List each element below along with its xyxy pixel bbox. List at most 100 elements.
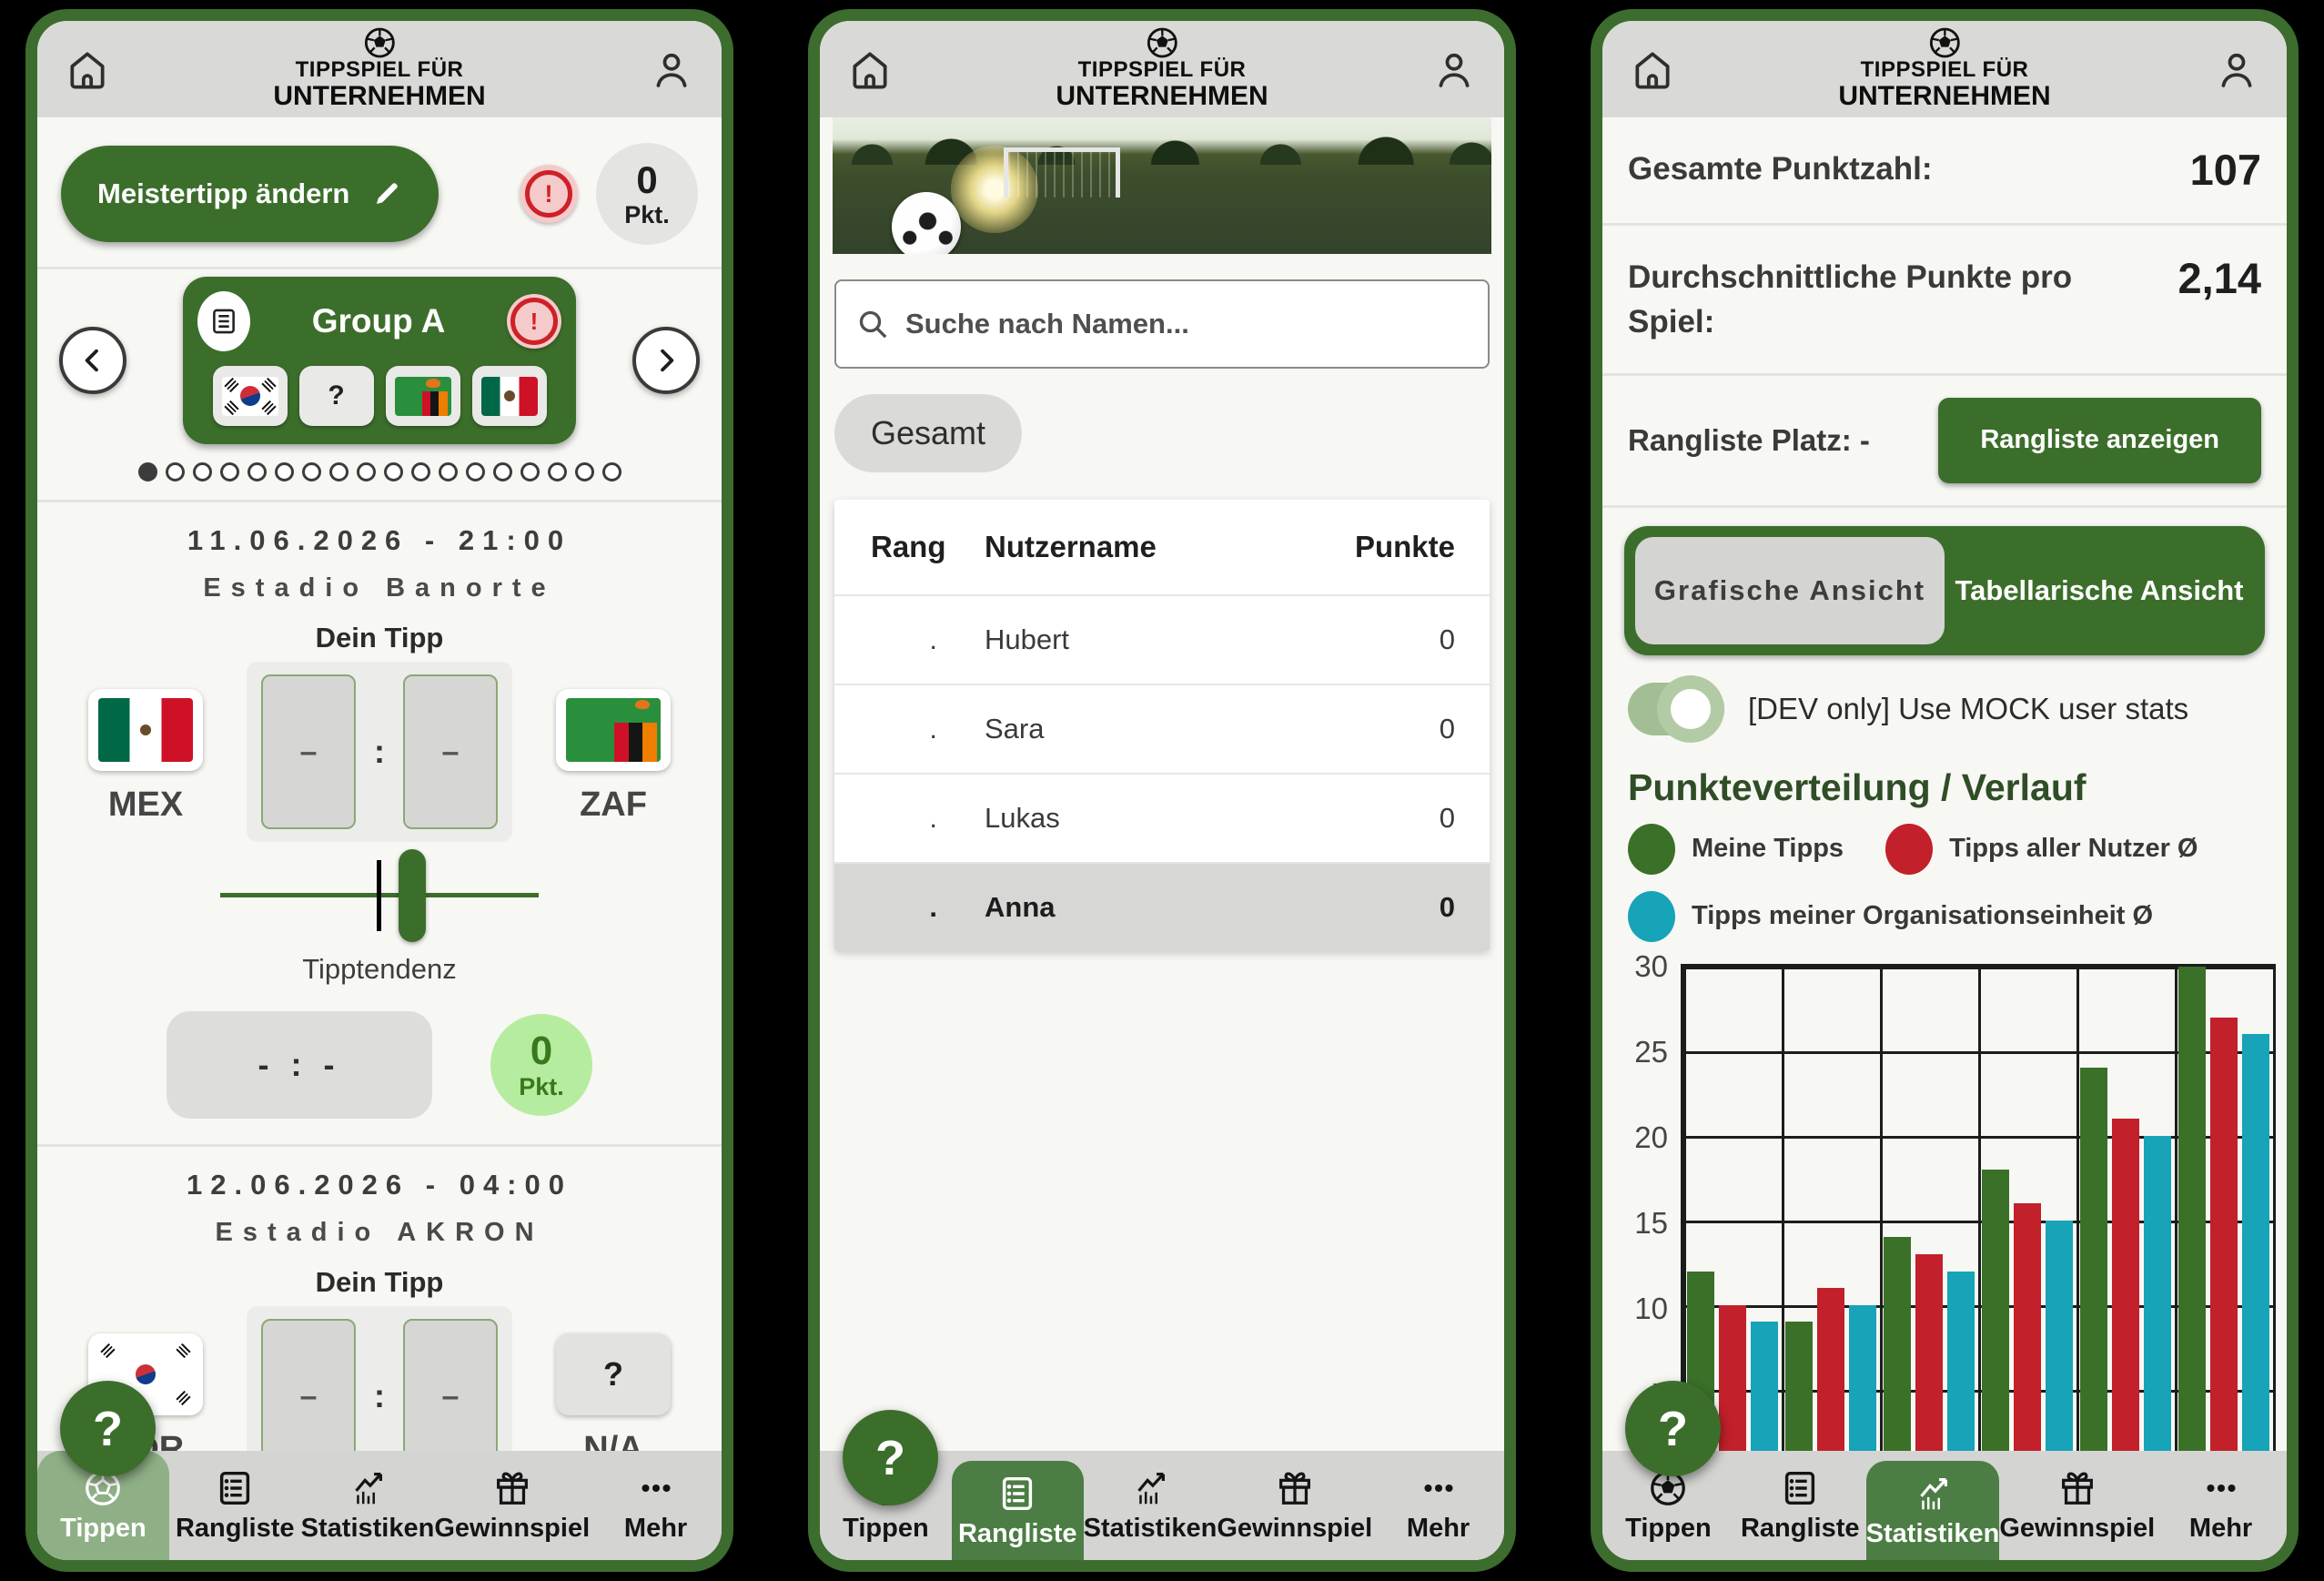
profile-icon[interactable]	[1431, 46, 1477, 92]
tab-graphic-view[interactable]: Grafische Ansicht	[1635, 536, 1945, 644]
carousel-prev-button[interactable]	[59, 327, 126, 394]
nav-tab-gewinnspiel[interactable]: Gewinnspiel	[434, 1451, 590, 1560]
table-row-selected[interactable]: . Anna 0	[834, 862, 1490, 951]
home-icon[interactable]	[1630, 46, 1675, 92]
legend-alle-nutzer: Tipps aller Nutzer Ø	[1885, 823, 2198, 875]
divider	[37, 267, 722, 269]
bar-meine-tipps	[1982, 1169, 2009, 1451]
nav-tab-statistiken[interactable]: Statistiken	[300, 1451, 435, 1560]
logo-text-line1: TIPPSPIEL FÜR	[295, 57, 464, 82]
stat-label: Durchschnittliche Punkte pro Spiel:	[1628, 258, 2073, 340]
carousel-dot[interactable]	[137, 462, 157, 481]
cell-username: Lukas	[985, 802, 1060, 834]
group-card[interactable]: Group A ! ?	[183, 277, 576, 444]
away-score-input[interactable]: –	[403, 1319, 498, 1451]
show-ranking-button[interactable]: Rangliste anzeigen	[1938, 397, 2261, 483]
cell-username: Hubert	[985, 623, 1070, 655]
goal-net	[1004, 147, 1121, 198]
chart-group-final: Final	[2175, 966, 2273, 1451]
away-score-input[interactable]: –	[403, 674, 498, 829]
carousel-dot[interactable]	[219, 462, 239, 481]
nav-tab-mehr[interactable]: Mehr	[590, 1451, 722, 1560]
bar-alle-nutzer	[2014, 1203, 2041, 1451]
pencil-icon	[377, 183, 399, 205]
nav-tab-statistiken[interactable]: Statistiken	[1084, 1451, 1217, 1560]
your-tip-label: Dein Tipp	[315, 622, 444, 654]
nav-tab-gewinnspiel[interactable]: Gewinnspiel	[1999, 1451, 2155, 1560]
slider-handle[interactable]	[399, 849, 426, 942]
nav-label: Statistiken	[1865, 1518, 2000, 1548]
nav-tab-rangliste[interactable]: Rangliste	[951, 1461, 1084, 1560]
profile-icon[interactable]	[2214, 46, 2259, 92]
home-score-input[interactable]: –	[261, 674, 356, 829]
nav-label: Rangliste	[1740, 1514, 1860, 1543]
home-icon[interactable]	[65, 46, 110, 92]
nav-label: Mehr	[1406, 1514, 1470, 1543]
carousel-dot[interactable]	[438, 462, 458, 481]
master-tip-label: Meistertipp ändern	[97, 177, 350, 209]
home-score-input[interactable]: –	[261, 1319, 356, 1451]
table-row[interactable]: . Lukas 0	[834, 773, 1490, 862]
master-tip-button[interactable]: Meistertipp ändern	[61, 146, 440, 242]
cell-points: 0	[1439, 713, 1455, 745]
away-team-code: N/A	[583, 1430, 643, 1451]
carousel-dot[interactable]	[547, 462, 567, 481]
stat-value: 107	[2189, 146, 2261, 194]
carousel-dot[interactable]	[247, 462, 267, 481]
away-flag-zaf	[556, 689, 671, 771]
filter-chip-gesamt[interactable]: Gesamt	[834, 394, 1023, 472]
group-list-icon[interactable]	[197, 291, 250, 351]
carousel-dot[interactable]	[465, 462, 485, 481]
carousel-dot[interactable]	[274, 462, 294, 481]
table-row[interactable]: . Hubert 0	[834, 594, 1490, 684]
home-icon[interactable]	[847, 46, 893, 92]
group-title: Group A	[311, 302, 446, 340]
mock-stats-toggle[interactable]	[1628, 674, 1724, 743]
divider	[1602, 372, 2287, 376]
carousel-dot[interactable]	[601, 462, 621, 481]
carousel-dot[interactable]	[492, 462, 512, 481]
help-button[interactable]: ?	[843, 1410, 938, 1505]
nav-tab-rangliste[interactable]: Rangliste	[1734, 1451, 1866, 1560]
table-row[interactable]: . Sara 0	[834, 684, 1490, 773]
team-flag-zaf[interactable]	[385, 366, 460, 426]
cell-rank: .	[929, 802, 937, 834]
carousel-dot[interactable]	[328, 462, 349, 481]
nav-tab-statistiken[interactable]: Statistiken	[1865, 1461, 2000, 1560]
search-input[interactable]	[834, 279, 1490, 369]
nav-tab-tippen[interactable]: Tippen	[1602, 1451, 1734, 1560]
tendency-slider	[220, 849, 539, 942]
carousel-next-button[interactable]	[632, 327, 700, 394]
carousel-dot[interactable]	[383, 462, 403, 481]
carousel-dot[interactable]	[356, 462, 376, 481]
bottom-navigation: Tippen Rangliste Statistiken Gewinnspiel…	[37, 1451, 722, 1560]
help-button[interactable]: ?	[60, 1381, 156, 1476]
dev-toggle-row: [DEV only] Use MOCK user stats	[1602, 655, 2287, 743]
nav-tab-mehr[interactable]: Mehr	[2155, 1451, 2287, 1560]
nav-tab-rangliste[interactable]: Rangliste	[169, 1451, 301, 1560]
nav-label: Statistiken	[300, 1514, 435, 1543]
nav-tab-gewinnspiel[interactable]: Gewinnspiel	[1217, 1451, 1372, 1560]
legend-organisationseinheit: Tipps meiner Organisationseinheit Ø	[1628, 890, 2153, 942]
tab-table-view[interactable]: Tabellarische Ansicht	[1955, 573, 2244, 606]
carousel-dot[interactable]	[574, 462, 594, 481]
app-logo: TIPPSPIEL FÜR UNTERNEHMEN	[273, 25, 486, 110]
match-points-unit: Pkt.	[519, 1072, 564, 1100]
help-button[interactable]: ?	[1625, 1381, 1721, 1476]
team-flag-kor[interactable]	[212, 366, 288, 426]
team-flag-unknown[interactable]: ?	[298, 366, 374, 426]
tippen-content: Meistertipp ändern ! 0 Pkt. Gr	[37, 117, 722, 1451]
app-logo: TIPPSPIEL FÜR UNTERNEHMEN	[1838, 25, 2051, 110]
nav-tab-mehr[interactable]: Mehr	[1372, 1451, 1504, 1560]
statistiken-content: Gesamte Punktzahl: 107 Durchschnittliche…	[1602, 117, 2287, 1451]
app-logo: TIPPSPIEL FÜR UNTERNEHMEN	[1056, 25, 1268, 110]
carousel-dot[interactable]	[410, 462, 430, 481]
carousel-dot[interactable]	[165, 462, 185, 481]
profile-icon[interactable]	[649, 46, 694, 92]
match-result-box: - : -	[167, 1011, 432, 1119]
carousel-dot[interactable]	[301, 462, 321, 481]
carousel-dot[interactable]	[520, 462, 540, 481]
bar-meine-tipps	[2080, 1068, 2107, 1451]
team-flag-mex[interactable]	[471, 366, 547, 426]
carousel-dot[interactable]	[192, 462, 212, 481]
